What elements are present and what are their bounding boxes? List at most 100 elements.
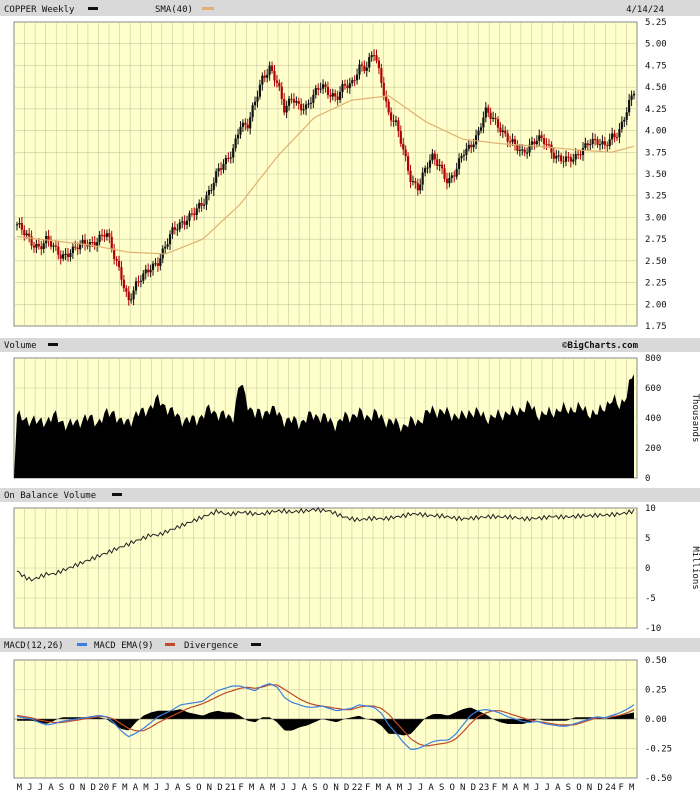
price-bar-body bbox=[628, 99, 631, 113]
x-tick-label: D bbox=[344, 783, 349, 793]
obv-y-tick: 0 bbox=[645, 564, 650, 574]
price-bar-body bbox=[547, 144, 551, 146]
price-bar-body bbox=[385, 95, 388, 102]
price-bar-body bbox=[195, 208, 198, 216]
price-bar-body bbox=[183, 221, 186, 225]
x-tick-label: M bbox=[376, 783, 382, 793]
price-bar-body bbox=[130, 299, 133, 301]
volume-y-tick: 200 bbox=[645, 444, 661, 454]
price-bar-body bbox=[404, 149, 407, 157]
price-bar-body bbox=[258, 84, 262, 97]
price-bar-body bbox=[528, 144, 531, 153]
x-tick-label: F bbox=[238, 783, 243, 793]
price-bar-body bbox=[402, 143, 405, 150]
price-bar-body bbox=[484, 107, 487, 118]
price-bar-body bbox=[465, 148, 468, 155]
price-bar-body bbox=[343, 83, 347, 86]
price-bar-body bbox=[185, 220, 189, 225]
x-tick-label: N bbox=[587, 783, 592, 793]
price-bar-body bbox=[164, 246, 167, 249]
price-bar-body bbox=[76, 247, 79, 250]
price-bar-body bbox=[309, 102, 313, 104]
price-bar-body bbox=[530, 141, 534, 145]
price-bar-body bbox=[86, 244, 89, 247]
price-bar-body bbox=[475, 135, 478, 145]
price-bar-body bbox=[331, 93, 334, 97]
price-bar-body bbox=[71, 246, 74, 254]
x-tick-label: A bbox=[428, 783, 434, 793]
obv-panel: 10 5 0 -5 -10 bbox=[13, 504, 661, 634]
price-bar-body bbox=[54, 245, 57, 247]
price-bar-body bbox=[543, 137, 546, 145]
price-bar-body bbox=[615, 137, 619, 139]
price-bar-body bbox=[567, 156, 570, 158]
price-bar-body bbox=[351, 80, 354, 84]
price-bar-body bbox=[224, 157, 228, 165]
price-bar-body bbox=[623, 119, 626, 122]
price-y-tick: 2.50 bbox=[645, 257, 667, 267]
price-bar-body bbox=[516, 144, 519, 151]
price-bar-body bbox=[83, 239, 87, 245]
price-y-tick: 4.00 bbox=[645, 127, 667, 137]
price-bar-body bbox=[297, 101, 300, 104]
price-bar-body bbox=[450, 175, 453, 179]
price-bar-body bbox=[47, 235, 50, 241]
x-tick-label: F bbox=[492, 783, 497, 793]
price-bar-body bbox=[28, 233, 31, 237]
price-bar-body bbox=[105, 233, 108, 237]
price-bar-body bbox=[232, 148, 235, 158]
price-bar-body bbox=[377, 60, 381, 69]
price-bar-body bbox=[210, 189, 213, 191]
x-tick-label: 24 bbox=[605, 783, 616, 793]
x-tick-label: D bbox=[90, 783, 95, 793]
price-bar-body bbox=[375, 55, 378, 61]
macd-legend-swatch bbox=[77, 643, 87, 646]
price-bar-body bbox=[445, 178, 449, 184]
macd-y-tick: 0.50 bbox=[645, 656, 667, 666]
price-bar-body bbox=[229, 157, 232, 159]
price-bar-body bbox=[579, 154, 582, 156]
price-bar-body bbox=[440, 164, 444, 169]
x-tick-label: F bbox=[112, 783, 117, 793]
header-band bbox=[0, 0, 700, 16]
price-bar-body bbox=[35, 243, 38, 248]
volume-y-tick: 600 bbox=[645, 384, 661, 394]
price-bar-body bbox=[317, 88, 320, 90]
price-bar-body bbox=[64, 253, 67, 255]
x-tick-label: A bbox=[175, 783, 181, 793]
x-tick-label: N bbox=[207, 783, 212, 793]
price-bar-body bbox=[217, 168, 220, 172]
x-tick-label: 23 bbox=[478, 783, 489, 793]
price-bar-body bbox=[74, 246, 77, 248]
divergence-label: Divergence bbox=[184, 641, 238, 651]
price-bar-body bbox=[533, 141, 536, 145]
symbol-label: COPPER Weekly bbox=[4, 5, 75, 15]
price-bar-body bbox=[137, 281, 140, 283]
price-bar-body bbox=[557, 155, 560, 157]
x-tick-label: J bbox=[38, 783, 43, 793]
price-bar-body bbox=[562, 161, 565, 163]
x-tick-label: M bbox=[270, 783, 276, 793]
price-bar-body bbox=[353, 80, 356, 82]
price-bar-body bbox=[307, 103, 310, 105]
price-bar-body bbox=[489, 112, 492, 119]
price-bar-body bbox=[222, 164, 225, 170]
macd-y-tick: -0.50 bbox=[645, 774, 672, 784]
price-bar-body bbox=[261, 75, 264, 85]
x-tick-label: N bbox=[460, 783, 465, 793]
price-bar-body bbox=[550, 144, 553, 153]
price-bar-body bbox=[98, 234, 101, 243]
price-bar-body bbox=[443, 168, 446, 179]
price-bar-body bbox=[168, 234, 172, 245]
price-bar-body bbox=[42, 243, 45, 250]
price-bar-body bbox=[586, 143, 589, 146]
price-bar-body bbox=[428, 160, 432, 168]
obv-line bbox=[16, 506, 635, 582]
price-bar-body bbox=[212, 182, 215, 190]
price-bar-body bbox=[324, 84, 327, 88]
x-tick-label: A bbox=[259, 783, 265, 793]
macd-line bbox=[16, 682, 635, 751]
price-bar-body bbox=[215, 171, 218, 183]
price-bar-body bbox=[392, 120, 395, 122]
